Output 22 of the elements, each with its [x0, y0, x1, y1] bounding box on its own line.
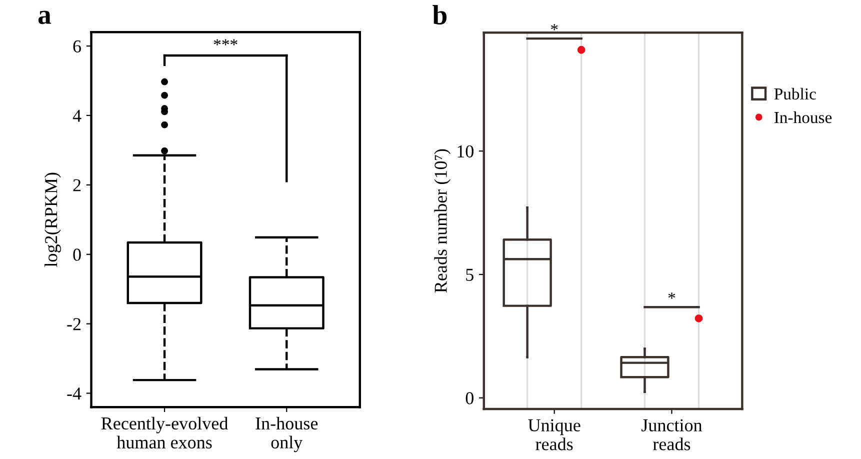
legend-label: In-house	[774, 111, 832, 124]
y-tick-label: 10	[458, 145, 474, 158]
text: *	[550, 24, 558, 30]
y-tick-label: 4	[72, 110, 82, 122]
y-axis-title: Reads number (10⁷)	[434, 149, 451, 293]
x-tick-label: Recently-evolved human exons	[101, 416, 228, 448]
y-tick-label: 0	[73, 248, 81, 261]
y-tick-label: -2	[67, 318, 81, 330]
y-tick-label: 5	[466, 268, 474, 281]
y-tick-label: 2	[73, 179, 81, 192]
x-tick-label: Junction reads	[642, 419, 702, 450]
y-axis-title: log2(RPKM)	[44, 172, 61, 267]
annotation: ***	[214, 39, 238, 46]
legend-label: Public	[774, 88, 816, 100]
chart-title: a	[38, 10, 52, 24]
annotation: *	[668, 292, 676, 299]
x-tick-label: In-house only	[256, 416, 318, 452]
chart-title: b	[432, 4, 447, 25]
y-tick-label: 6	[73, 40, 82, 52]
x-tick-label: Unique reads	[528, 419, 580, 450]
y-tick-label: -4	[67, 388, 82, 400]
y-tick-label: 0	[466, 392, 474, 404]
